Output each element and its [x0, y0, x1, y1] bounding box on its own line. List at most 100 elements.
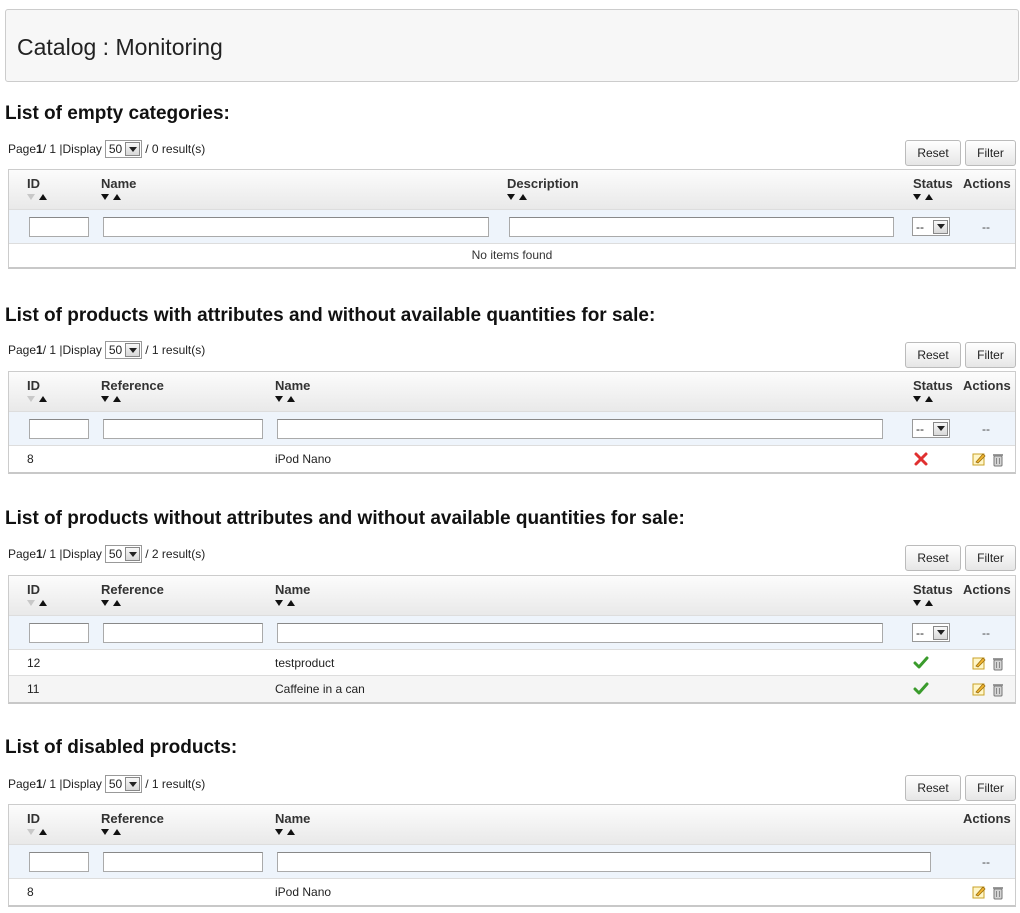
check-icon[interactable]	[913, 681, 929, 697]
chevron-down-icon[interactable]	[125, 777, 141, 791]
sort-asc-icon[interactable]	[39, 396, 47, 402]
sort-status[interactable]	[913, 396, 937, 404]
filter-button[interactable]: Filter	[965, 342, 1016, 368]
pencil-icon[interactable]	[971, 451, 987, 467]
sort-asc-icon[interactable]	[287, 829, 295, 835]
sort-desc-icon[interactable]	[913, 600, 921, 606]
sort-desc-icon[interactable]	[101, 396, 109, 402]
sort-id[interactable]	[27, 829, 51, 837]
filter-id-input[interactable]	[29, 217, 89, 237]
sort-name[interactable]	[275, 600, 299, 608]
chevron-down-icon[interactable]	[125, 142, 141, 156]
trash-icon[interactable]	[990, 681, 1006, 697]
sort-desc-icon[interactable]	[913, 194, 921, 200]
sort-status[interactable]	[913, 600, 937, 608]
filter-name-input[interactable]	[277, 623, 883, 643]
sort-asc-icon[interactable]	[287, 396, 295, 402]
trash-icon[interactable]	[990, 884, 1006, 900]
table-row[interactable]: 12 testproduct	[9, 650, 1015, 676]
column-status: Status	[913, 378, 953, 393]
section-empty-categories: List of empty categories: Page 1 / 1 | Di…	[0, 103, 1020, 273]
sort-asc-icon[interactable]	[287, 600, 295, 606]
sort-reference[interactable]	[101, 396, 125, 404]
filter-status-select[interactable]: --	[912, 217, 950, 236]
sort-asc-icon[interactable]	[113, 194, 121, 200]
sort-id[interactable]	[27, 396, 51, 404]
sort-id[interactable]	[27, 600, 51, 608]
filter-reference-input[interactable]	[103, 623, 263, 643]
chevron-down-icon[interactable]	[933, 625, 948, 640]
chevron-down-icon[interactable]	[933, 421, 948, 436]
filter-reference-input[interactable]	[103, 419, 263, 439]
pencil-icon[interactable]	[971, 884, 987, 900]
cross-icon[interactable]	[913, 451, 929, 467]
sort-id[interactable]	[27, 194, 51, 202]
table-row[interactable]: 8 iPod Nano	[9, 879, 1015, 905]
reset-button[interactable]: Reset	[905, 545, 961, 571]
trash-icon[interactable]	[990, 451, 1006, 467]
sort-asc-icon[interactable]	[925, 396, 933, 402]
filter-reference-input[interactable]	[103, 852, 263, 872]
sort-reference[interactable]	[101, 600, 125, 608]
sort-asc-icon[interactable]	[925, 194, 933, 200]
per-page-select[interactable]: 50	[104, 775, 143, 793]
actions-placeholder: --	[982, 626, 990, 640]
per-page-select[interactable]: 50	[104, 545, 143, 563]
sort-status[interactable]	[913, 194, 937, 202]
filter-id-input[interactable]	[29, 419, 89, 439]
sort-asc-icon[interactable]	[39, 600, 47, 606]
chevron-down-icon[interactable]	[125, 343, 141, 357]
filter-id-input[interactable]	[29, 852, 89, 872]
sort-asc-icon[interactable]	[39, 194, 47, 200]
chevron-down-icon[interactable]	[125, 547, 141, 561]
sort-desc-icon[interactable]	[27, 600, 35, 606]
filter-id-input[interactable]	[29, 623, 89, 643]
section-title: List of products with attributes and wit…	[5, 305, 656, 326]
sort-desc-icon[interactable]	[101, 600, 109, 606]
filter-name-input[interactable]	[277, 419, 883, 439]
per-page-select[interactable]: 50	[104, 140, 143, 158]
check-icon[interactable]	[913, 655, 929, 671]
per-page-select[interactable]: 50	[104, 341, 143, 359]
pencil-icon[interactable]	[971, 655, 987, 671]
sort-name[interactable]	[101, 194, 125, 202]
sort-desc-icon[interactable]	[507, 194, 515, 200]
sort-desc-icon[interactable]	[913, 396, 921, 402]
filter-status-select[interactable]: --	[912, 419, 950, 438]
sort-desc-icon[interactable]	[275, 600, 283, 606]
sort-asc-icon[interactable]	[925, 600, 933, 606]
sort-description[interactable]	[507, 194, 531, 202]
reset-button[interactable]: Reset	[905, 775, 961, 801]
filter-button[interactable]: Filter	[965, 140, 1016, 166]
sort-desc-icon[interactable]	[27, 194, 35, 200]
table-row[interactable]: 8 iPod Nano	[9, 446, 1015, 472]
sort-asc-icon[interactable]	[39, 829, 47, 835]
filter-button[interactable]: Filter	[965, 545, 1016, 571]
sort-reference[interactable]	[101, 829, 125, 837]
chevron-down-icon[interactable]	[933, 219, 948, 234]
filter-status-select[interactable]: --	[912, 623, 950, 642]
sort-desc-icon[interactable]	[101, 829, 109, 835]
sort-name[interactable]	[275, 829, 299, 837]
sort-asc-icon[interactable]	[519, 194, 527, 200]
sort-name[interactable]	[275, 396, 299, 404]
reset-button[interactable]: Reset	[905, 140, 961, 166]
section-products-with-attributes: List of products with attributes and wit…	[0, 305, 1020, 475]
sort-asc-icon[interactable]	[113, 600, 121, 606]
sort-desc-icon[interactable]	[275, 396, 283, 402]
sort-desc-icon[interactable]	[27, 829, 35, 835]
filter-button[interactable]: Filter	[965, 775, 1016, 801]
table-row[interactable]: 11 Caffeine in a can	[9, 676, 1015, 702]
categories-table: ID Name Description Status Actions -- --…	[8, 169, 1016, 269]
filter-name-input[interactable]	[277, 852, 931, 872]
sort-asc-icon[interactable]	[113, 396, 121, 402]
filter-name-input[interactable]	[103, 217, 489, 237]
sort-asc-icon[interactable]	[113, 829, 121, 835]
sort-desc-icon[interactable]	[101, 194, 109, 200]
sort-desc-icon[interactable]	[275, 829, 283, 835]
filter-description-input[interactable]	[509, 217, 894, 237]
pencil-icon[interactable]	[971, 681, 987, 697]
reset-button[interactable]: Reset	[905, 342, 961, 368]
sort-desc-icon[interactable]	[27, 396, 35, 402]
trash-icon[interactable]	[990, 655, 1006, 671]
